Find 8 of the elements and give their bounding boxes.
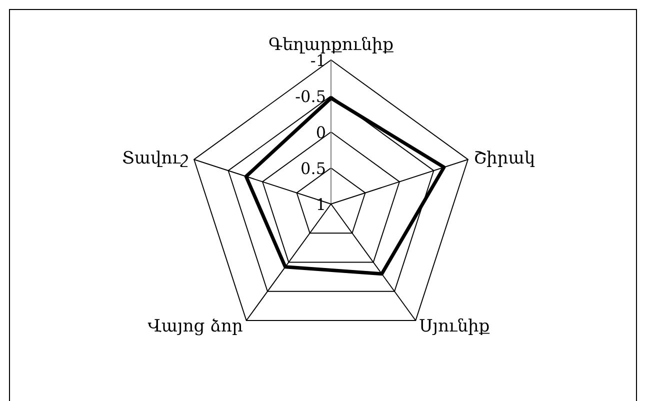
y-tick-label: -0.5 [295, 87, 326, 106]
spoke-label: Շիրակ [474, 148, 536, 169]
spoke-label: Վայոց ձոր [148, 316, 243, 336]
spoke-label: Սյունիք [419, 316, 490, 336]
y-tick-label: 0.5 [300, 159, 326, 178]
spoke-label: Գեղարքունիք [268, 35, 394, 55]
y-tick-label: 0 [316, 123, 326, 142]
spoke-label: Տավուշ [122, 148, 189, 169]
